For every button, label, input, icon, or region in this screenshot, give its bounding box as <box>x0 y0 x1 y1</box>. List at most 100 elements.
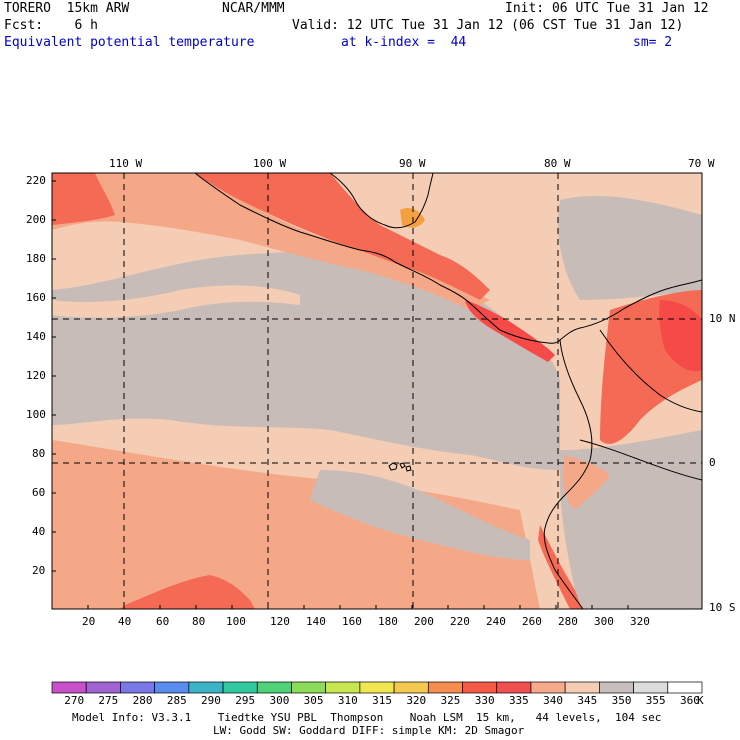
field-mid-stripe <box>52 285 300 318</box>
lon-label: 90 W <box>399 157 426 170</box>
colorbar-label: 320 <box>406 694 427 707</box>
colorbar-swatch <box>51 681 87 694</box>
colorbar-label: 345 <box>577 694 598 707</box>
colorbar-label: 360 <box>680 694 700 707</box>
colorbar-swatch <box>393 681 429 694</box>
colorbar-swatch <box>325 681 361 694</box>
lon-label: 80 W <box>544 157 571 170</box>
colorbar-swatch <box>154 681 190 694</box>
field-panama-hot <box>465 300 555 362</box>
x-tick-label: 120 <box>270 615 290 628</box>
field-south-hot <box>120 575 255 609</box>
init-time: Init: 06 UTC Tue 31 Jan 12 <box>505 1 709 16</box>
organization-label: NCAR/MMM <box>222 1 285 16</box>
colorbar-swatch <box>667 681 703 694</box>
lon-label: 70 W <box>688 157 715 170</box>
y-tick-label: 60 <box>32 486 46 499</box>
x-tick-label: 140 <box>306 615 326 628</box>
x-tick-label: 200 <box>414 615 434 628</box>
colorbar-label: 300 <box>269 694 290 707</box>
model-info: Model Info: V3.3.1 Tiedtke YSU PBL Thomp… <box>72 711 662 724</box>
colorbar-swatch <box>359 681 395 694</box>
coastline-north <box>194 173 702 344</box>
x-tick-label: 260 <box>522 615 542 628</box>
field-ecuador-warm <box>563 455 610 510</box>
x-tick-label: 60 <box>156 615 170 628</box>
x-tick-label: 320 <box>630 615 650 628</box>
colorbar-label: 310 <box>337 694 358 707</box>
map-frame <box>51 172 703 610</box>
colorbar-label: 275 <box>98 694 119 707</box>
field-gray-tongue <box>310 470 530 560</box>
colorbar-swatch <box>85 681 121 694</box>
x-tick-label: 280 <box>558 615 578 628</box>
colorbar-label: 270 <box>64 694 85 707</box>
valid-time: Valid: 12 UTC Tue 31 Jan 12 (06 CST Tue … <box>292 18 684 33</box>
colorbar-swatch <box>222 681 258 694</box>
y-tick-label: 120 <box>26 369 46 382</box>
colorbar-swatch <box>633 681 669 694</box>
graticule <box>52 173 702 609</box>
physics-info: LW: Godd SW: Goddard DIFF: simple KM: 2D… <box>213 724 525 737</box>
x-tick-label: 20 <box>82 615 96 628</box>
colorbar-label: 285 <box>166 694 187 707</box>
field-colombia-hot <box>659 300 702 372</box>
colorbar-label: 350 <box>611 694 632 707</box>
colorbar-swatch <box>291 681 327 694</box>
field-gray-inner <box>52 323 364 405</box>
field-name: Equivalent potential temperature <box>4 35 255 50</box>
colorbar-label: 330 <box>474 694 495 707</box>
field-south-warm <box>52 440 540 609</box>
y-tick-label: 200 <box>26 213 46 226</box>
x-tick-label: 100 <box>226 615 246 628</box>
colorbar-swatch <box>496 681 532 694</box>
colorbar-label: 355 <box>645 694 666 707</box>
y-tick-label: 180 <box>26 252 46 265</box>
country-borders <box>579 329 702 481</box>
coastline-gulf <box>329 173 434 229</box>
forecast-hour: Fcst: 6 h <box>4 18 98 33</box>
field-ne-gray <box>558 195 702 300</box>
lat-label: 10 S <box>709 601 736 614</box>
y-tick-label: 20 <box>32 564 46 577</box>
x-tick-label: 40 <box>118 615 132 628</box>
lon-label: 100 W <box>253 157 287 170</box>
level-label: at k-index = 44 <box>341 35 467 50</box>
galapagos-islands <box>388 462 412 472</box>
colorbar <box>51 681 703 694</box>
colorbar-swatch <box>427 681 463 694</box>
y-tick-label: 160 <box>26 291 46 304</box>
colorbar-swatch <box>120 681 155 694</box>
field-nw-warm <box>52 173 490 310</box>
colorbar-label: 315 <box>372 694 392 707</box>
field-peru-coast <box>538 525 582 609</box>
colorbar-unit: K <box>697 694 704 707</box>
colorbar-swatch <box>462 681 498 694</box>
colorbar-label: 290 <box>201 694 221 707</box>
colorbar-swatch <box>530 681 566 694</box>
colorbar-label: 280 <box>132 694 153 707</box>
field-nw-corner-hot <box>52 173 115 225</box>
y-tick-label: 220 <box>26 174 46 187</box>
colorbar-swatch <box>599 681 634 694</box>
lon-label: 110 W <box>109 157 143 170</box>
lat-label: 10 N <box>709 312 736 325</box>
axis-ticks <box>52 180 629 609</box>
temperature-field <box>52 173 702 609</box>
x-tick-label: 160 <box>342 615 362 628</box>
colorbar-label: 295 <box>235 694 256 707</box>
x-tick-label: 300 <box>594 615 614 628</box>
colorbar-label: 325 <box>440 694 461 707</box>
x-tick-label: 220 <box>450 615 470 628</box>
y-tick-label: 40 <box>32 525 46 538</box>
colorbar-label: 305 <box>303 694 324 707</box>
y-tick-label: 140 <box>26 330 46 343</box>
colorbar-swatch <box>256 681 292 694</box>
model-title: TORERO 15km ARW <box>4 1 130 16</box>
colorbar-label: 340 <box>543 694 564 707</box>
x-tick-label: 240 <box>486 615 506 628</box>
x-tick-label: 80 <box>192 615 206 628</box>
field-mexico-hot <box>195 173 490 300</box>
coastline-south <box>543 339 593 609</box>
